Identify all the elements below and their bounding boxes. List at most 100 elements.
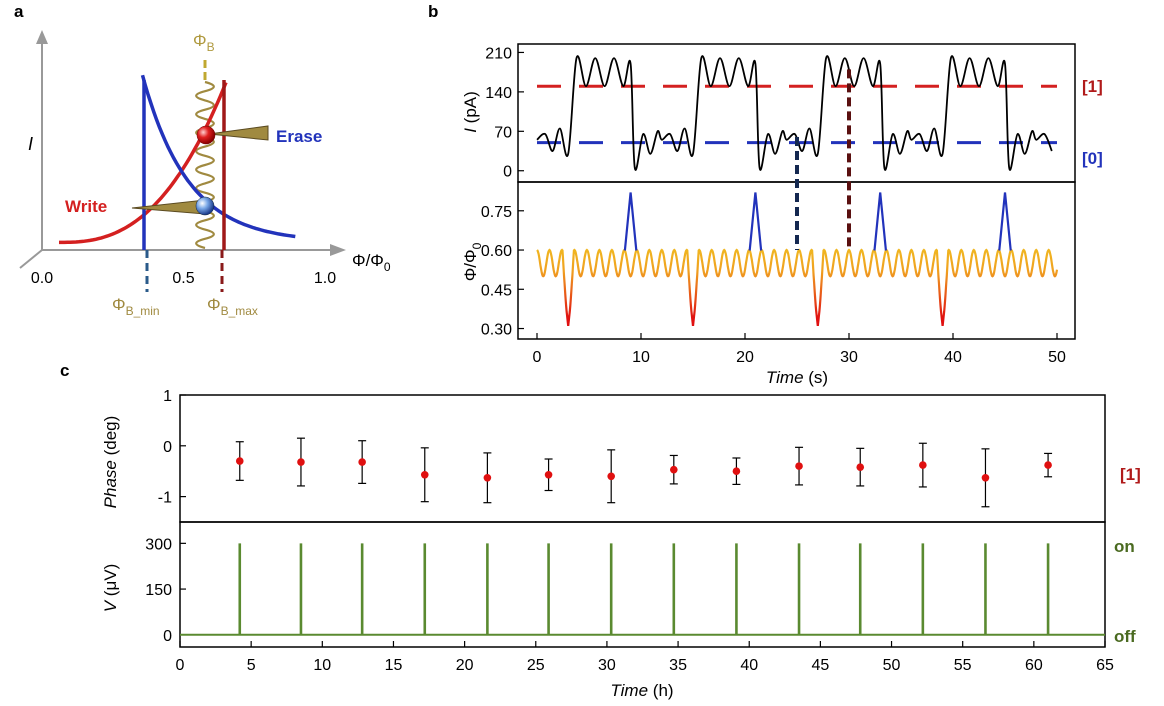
panel-c-top-ylabel: Phase (deg): [101, 416, 120, 509]
flux-spike: [998, 192, 1012, 251]
panel-b-x-tick-label: 20: [736, 349, 754, 366]
panel-b-top-y-ticks: 0 70 140 210: [485, 45, 524, 181]
phase-points: [235, 437, 1053, 508]
panel-c-x-tick-label: 5: [247, 657, 256, 674]
current-trace: [536, 55, 1053, 171]
panel-a-y-arrow-icon: [36, 30, 48, 44]
panel-b-x-tick-label: 30: [840, 349, 858, 366]
phase-state-label: [1]: [1120, 465, 1141, 484]
phase-point: [544, 470, 553, 479]
panel-b-bottom-y-tick-label: 0.30: [481, 322, 512, 339]
red-ball-icon: [196, 125, 216, 145]
panel-a-ylabel: I: [28, 134, 33, 154]
panel-b-x-ticks: 0 10 20 30 40 50: [533, 333, 1066, 366]
phase-point: [981, 474, 990, 482]
on-label: on: [1114, 537, 1135, 556]
phase-point: [795, 462, 803, 470]
panel-c-bottom-y-tick-label: 0: [163, 628, 172, 645]
panel-b-bottom-y-ticks: 0.30 0.45 0.60 0.75: [481, 204, 524, 339]
flux-spike: [748, 192, 763, 251]
write-label: Write: [65, 197, 107, 216]
spring-icon: [195, 80, 215, 250]
panel-c-bottom-frame: [179, 521, 1106, 648]
panel-c-x-tick-label: 45: [811, 657, 829, 674]
phase-point: [297, 458, 305, 466]
panel-c-x-tick-label: 15: [385, 657, 403, 674]
panel-c-x-tick-label: 50: [883, 657, 901, 674]
erase-curve: [140, 74, 296, 239]
phase-point: [919, 461, 927, 469]
panel-b-x-tick-label: 50: [1048, 349, 1066, 366]
panel-c-x-tick-label: 10: [313, 657, 331, 674]
phase-point: [420, 470, 429, 479]
panel-c-x-tick-label: 55: [954, 657, 972, 674]
erase-label: Erase: [276, 127, 322, 146]
panel-b-top-y-tick-label: 210: [485, 45, 512, 62]
panel-c-x-tick-label: 0: [176, 657, 185, 674]
panel-b-top-y-tick-label: 70: [494, 124, 512, 141]
panel-c-x-tick-label: 35: [669, 657, 687, 674]
panel-a-x-arrow-icon: [330, 244, 346, 256]
panel-a-x-tick-label: 0.0: [31, 270, 53, 287]
panel-c-top-y-tick-label: 0: [163, 439, 172, 456]
panel-b-xlabel: Time (s): [766, 368, 828, 387]
phase-point: [358, 458, 366, 466]
flux-trace: [536, 192, 1059, 327]
state-0-label: [0]: [1082, 149, 1103, 168]
panel-c-xlabel: Time (h): [610, 681, 673, 700]
panel-c-letter: c: [60, 361, 69, 380]
panel-b-x-tick-label: 0: [533, 349, 542, 366]
panel-c-x-tick-label: 40: [740, 657, 758, 674]
panel-c-x-tick-label: 30: [598, 657, 616, 674]
erase-pointer: [208, 125, 269, 141]
panel-c-top-y-tick-label: -1: [158, 490, 172, 507]
panel-c-top-y-tick-label: 1: [163, 388, 172, 405]
panel-c-x-tick-label: 65: [1096, 657, 1114, 674]
panel-a: a I Φ/Φ0 0.0 0.5 1.0 ΦB ΦB_min ΦB_max Eras…: [14, 2, 391, 318]
panel-b-top-ylabel: I (pA): [461, 91, 480, 133]
panel-b: b 0 70 140 210 0.30 0.45 0.60 0.75 0 10 20 30 40 50…: [428, 2, 1103, 387]
phi-b-min-label: ΦB_min: [112, 295, 160, 318]
voltage-pulses: [180, 543, 1105, 636]
flux-spike: [623, 192, 638, 251]
phase-point: [732, 467, 741, 476]
panel-c-top-frame: [179, 394, 1106, 523]
panel-a-x-tick-label: 1.0: [314, 270, 336, 287]
state-1-label: [1]: [1082, 77, 1103, 96]
blue-ball-icon: [195, 196, 215, 216]
panel-a-x-ticks: 0.0 0.5 1.0: [31, 270, 336, 287]
panel-c-x-tick-label: 20: [456, 657, 474, 674]
panel-b-top-y-tick-label: 140: [485, 85, 512, 102]
panel-b-bottom-y-tick-label: 0.60: [481, 243, 512, 260]
panel-a-x-tick-label: 0.5: [172, 270, 194, 287]
phase-point: [670, 465, 678, 474]
flux-spike: [873, 192, 888, 251]
panel-b-letter: b: [428, 2, 438, 21]
panel-a-axis-perspective: [19, 249, 43, 269]
panel-c-x-tick-label: 60: [1025, 657, 1043, 674]
spring-coil: [195, 80, 215, 250]
panel-b-x-tick-label: 40: [944, 349, 962, 366]
phase-point: [1044, 461, 1052, 469]
panel-b-bottom-y-tick-label: 0.45: [481, 282, 512, 299]
phase-point: [235, 457, 244, 465]
panel-c-bottom-ylabel: V (μV): [101, 564, 120, 613]
panel-a-letter: a: [14, 2, 24, 21]
panel-c-bottom-y-tick-label: 300: [145, 536, 172, 553]
panel-c-bottom-y-tick-label: 150: [145, 582, 172, 599]
off-label: off: [1114, 627, 1136, 646]
panel-c-x-tick-label: 25: [527, 657, 545, 674]
phi-b-max-label: ΦB_max: [207, 295, 258, 318]
panel-b-top-y-tick-label: 0: [503, 164, 512, 181]
flux-baseline: [536, 248, 1059, 327]
panel-a-xlabel: Φ/Φ0: [352, 251, 391, 274]
panel-b-bottom-y-tick-label: 0.75: [481, 204, 512, 221]
phase-point: [607, 472, 615, 481]
panel-c-x-ticks: 0 5 10 15 20 25 30 35 40 45 50 55 60 65: [176, 641, 1114, 674]
panel-b-bottom-ylabel: Φ/Φ0: [461, 242, 484, 281]
panel-b-x-tick-label: 10: [632, 349, 650, 366]
panel-c-top-y-ticks: 1 0 -1: [158, 388, 186, 507]
phase-point: [856, 463, 865, 471]
